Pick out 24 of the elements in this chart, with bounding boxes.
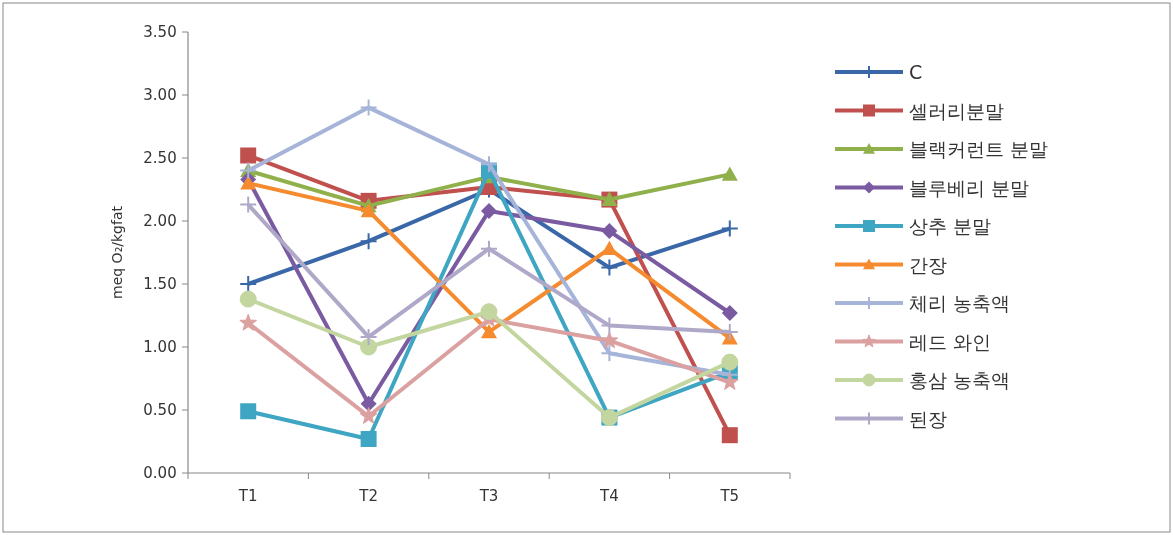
y-tick-label: 3.50 [143,23,177,41]
legend-label: 블랙커런트 분말 [909,138,1049,160]
y-tick-label: 3.00 [143,86,177,104]
y-tick-label: 1.50 [143,275,177,293]
legend-label: 체리 농축액 [909,292,1011,314]
x-tick-label: T3 [478,487,499,505]
x-tick-label: T5 [719,487,740,505]
y-tick-label: 2.00 [143,212,177,230]
y-axis-title: meq O₂/kgfat [109,205,125,299]
legend-label: C [909,61,923,83]
legend-label: 셀러리분말 [909,99,1004,122]
y-tick-label: 0.50 [143,401,177,419]
y-tick-label: 0.00 [143,464,177,482]
legend-label: 상추 분말 [909,215,992,237]
x-tick-label: T4 [599,487,619,505]
x-tick-label: T1 [237,487,258,505]
legend-label: 간장 [909,253,947,276]
legend-label: 된장 [909,407,947,430]
x-tick-label: T2 [358,487,378,505]
legend-label: 홍삼 농축액 [909,369,1011,391]
legend-label: 블루베리 분말 [909,176,1030,199]
legend-label: 레드 와인 [909,330,992,353]
y-tick-label: 2.50 [143,149,177,167]
y-tick-label: 1.00 [143,338,177,356]
